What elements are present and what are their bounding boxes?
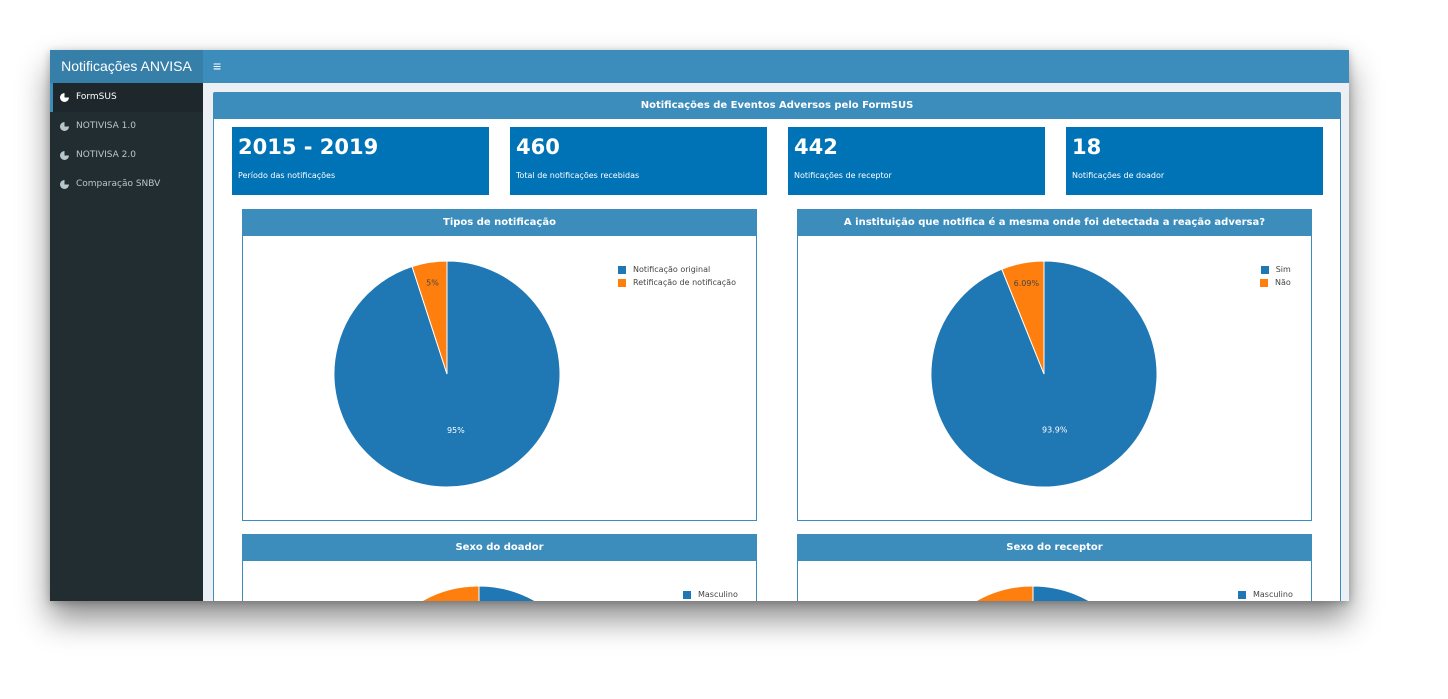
value-box-value: 442 <box>794 135 838 159</box>
pie-slice[interactable] <box>411 260 448 375</box>
legend-label: Retificação de notificação <box>633 278 736 287</box>
chart-box-tipos-notificacao: Tipos de notificação 95% 5% Notificação o… <box>242 209 757 521</box>
pie-chart-icon <box>60 180 69 189</box>
pie-chart-icon <box>60 122 69 131</box>
pie-slice-label: 93.9% <box>1042 425 1068 434</box>
pie-slice[interactable] <box>333 260 561 488</box>
legend-item[interactable]: Não <box>1260 279 1291 292</box>
sidebar-item-label: NOTIVISA 1.0 <box>76 121 136 131</box>
hamburger-icon[interactable]: ≡ <box>213 58 222 74</box>
value-box-label: Período das notificações <box>238 171 336 180</box>
legend-swatch <box>618 279 626 287</box>
pie-chart: 95% 5% <box>333 260 561 488</box>
legend-swatch <box>618 266 626 274</box>
value-box-period: 2015 - 2019 Período das notificações <box>232 127 489 195</box>
legend-item[interactable]: Masculino <box>683 591 738 601</box>
legend-label: Sim <box>1275 265 1291 274</box>
legend-item[interactable]: Retificação de notificação <box>618 279 736 292</box>
sidebar-item-label: Comparação SNBV <box>76 179 161 189</box>
sidebar-item-formsus[interactable]: FormSUS <box>50 83 203 112</box>
pie-slice <box>420 585 480 601</box>
pie-slice[interactable] <box>1001 260 1045 375</box>
sidebar: FormSUS NOTIVISA 1.0 NOTIVISA 2.0 Compar… <box>50 83 203 601</box>
legend-label: Notificação original <box>633 265 711 274</box>
legend-item[interactable]: Sim <box>1260 266 1291 279</box>
pie-slice <box>974 585 1034 601</box>
page-title: Notificações de Eventos Adversos pelo Fo… <box>214 93 1340 119</box>
legend-item[interactable]: Notificação original <box>618 266 736 279</box>
pie-chart: 93.9% 6.09% <box>930 260 1158 488</box>
legend-swatch <box>1238 591 1246 599</box>
value-box-label: Total de notificações recebidas <box>516 171 640 180</box>
value-box-doador: 18 Notificações de doador <box>1066 127 1323 195</box>
pie-chart-icon <box>60 151 69 160</box>
value-box-label: Notificações de receptor <box>794 171 892 180</box>
value-box-value: 18 <box>1072 135 1102 159</box>
chart-legend: Masculino <box>1238 591 1293 601</box>
chart-box-instituicao: A instituição que notifica é a mesma ond… <box>797 209 1312 521</box>
sidebar-item-notivisa-1[interactable]: NOTIVISA 1.0 <box>50 112 203 141</box>
pie-slice-label: 5% <box>426 278 439 287</box>
pie-slice <box>478 585 537 601</box>
chart-legend: Notificação original Retificação de noti… <box>618 266 736 292</box>
top-navbar: Notificações ANVISA ≡ <box>50 50 1349 83</box>
legend-swatch <box>1260 279 1268 287</box>
chart-legend: Masculino <box>683 591 738 601</box>
value-box-value: 460 <box>516 135 560 159</box>
main-panel: Notificações de Eventos Adversos pelo Fo… <box>213 92 1341 601</box>
legend-swatch <box>1260 266 1269 274</box>
value-box-total: 460 Total de notificações recebidas <box>510 127 767 195</box>
sidebar-item-label: FormSUS <box>76 92 117 102</box>
sidebar-item-comparacao-snbv[interactable]: Comparação SNBV <box>50 170 203 199</box>
chart-title: A instituição que notifica é a mesma ond… <box>798 210 1311 236</box>
chart-legend: Sim Não <box>1260 266 1291 292</box>
pie-slice <box>1032 585 1091 601</box>
legend-label: Masculino <box>1253 590 1293 599</box>
chart-title: Sexo do receptor <box>798 535 1311 561</box>
value-box-value: 2015 - 2019 <box>238 135 379 159</box>
sidebar-item-notivisa-2[interactable]: NOTIVISA 2.0 <box>50 141 203 170</box>
chart-box-sexo-doador: Sexo do doador Masculino <box>242 534 757 601</box>
chart-box-sexo-receptor: Sexo do receptor Masculino <box>797 534 1312 601</box>
pie-chart-icon <box>60 93 69 102</box>
chart-title: Tipos de notificação <box>243 210 756 236</box>
legend-label: Não <box>1275 278 1291 287</box>
pie-slice-label: 95% <box>447 426 465 435</box>
chart-title: Sexo do doador <box>243 535 756 561</box>
brand-title[interactable]: Notificações ANVISA <box>50 50 203 83</box>
pie-chart-partial <box>420 585 537 601</box>
pie-chart-partial <box>974 585 1091 601</box>
pie-slice-label: 6.09% <box>1014 279 1040 288</box>
legend-swatch <box>683 591 691 599</box>
legend-label: Masculino <box>698 590 738 599</box>
legend-item[interactable]: Masculino <box>1238 591 1293 601</box>
app-window: Notificações ANVISA ≡ FormSUS NOTIVISA 1… <box>50 50 1349 601</box>
sidebar-item-label: NOTIVISA 2.0 <box>76 150 136 160</box>
value-box-label: Notificações de doador <box>1072 171 1165 180</box>
value-box-receptor: 442 Notificações de receptor <box>788 127 1045 195</box>
